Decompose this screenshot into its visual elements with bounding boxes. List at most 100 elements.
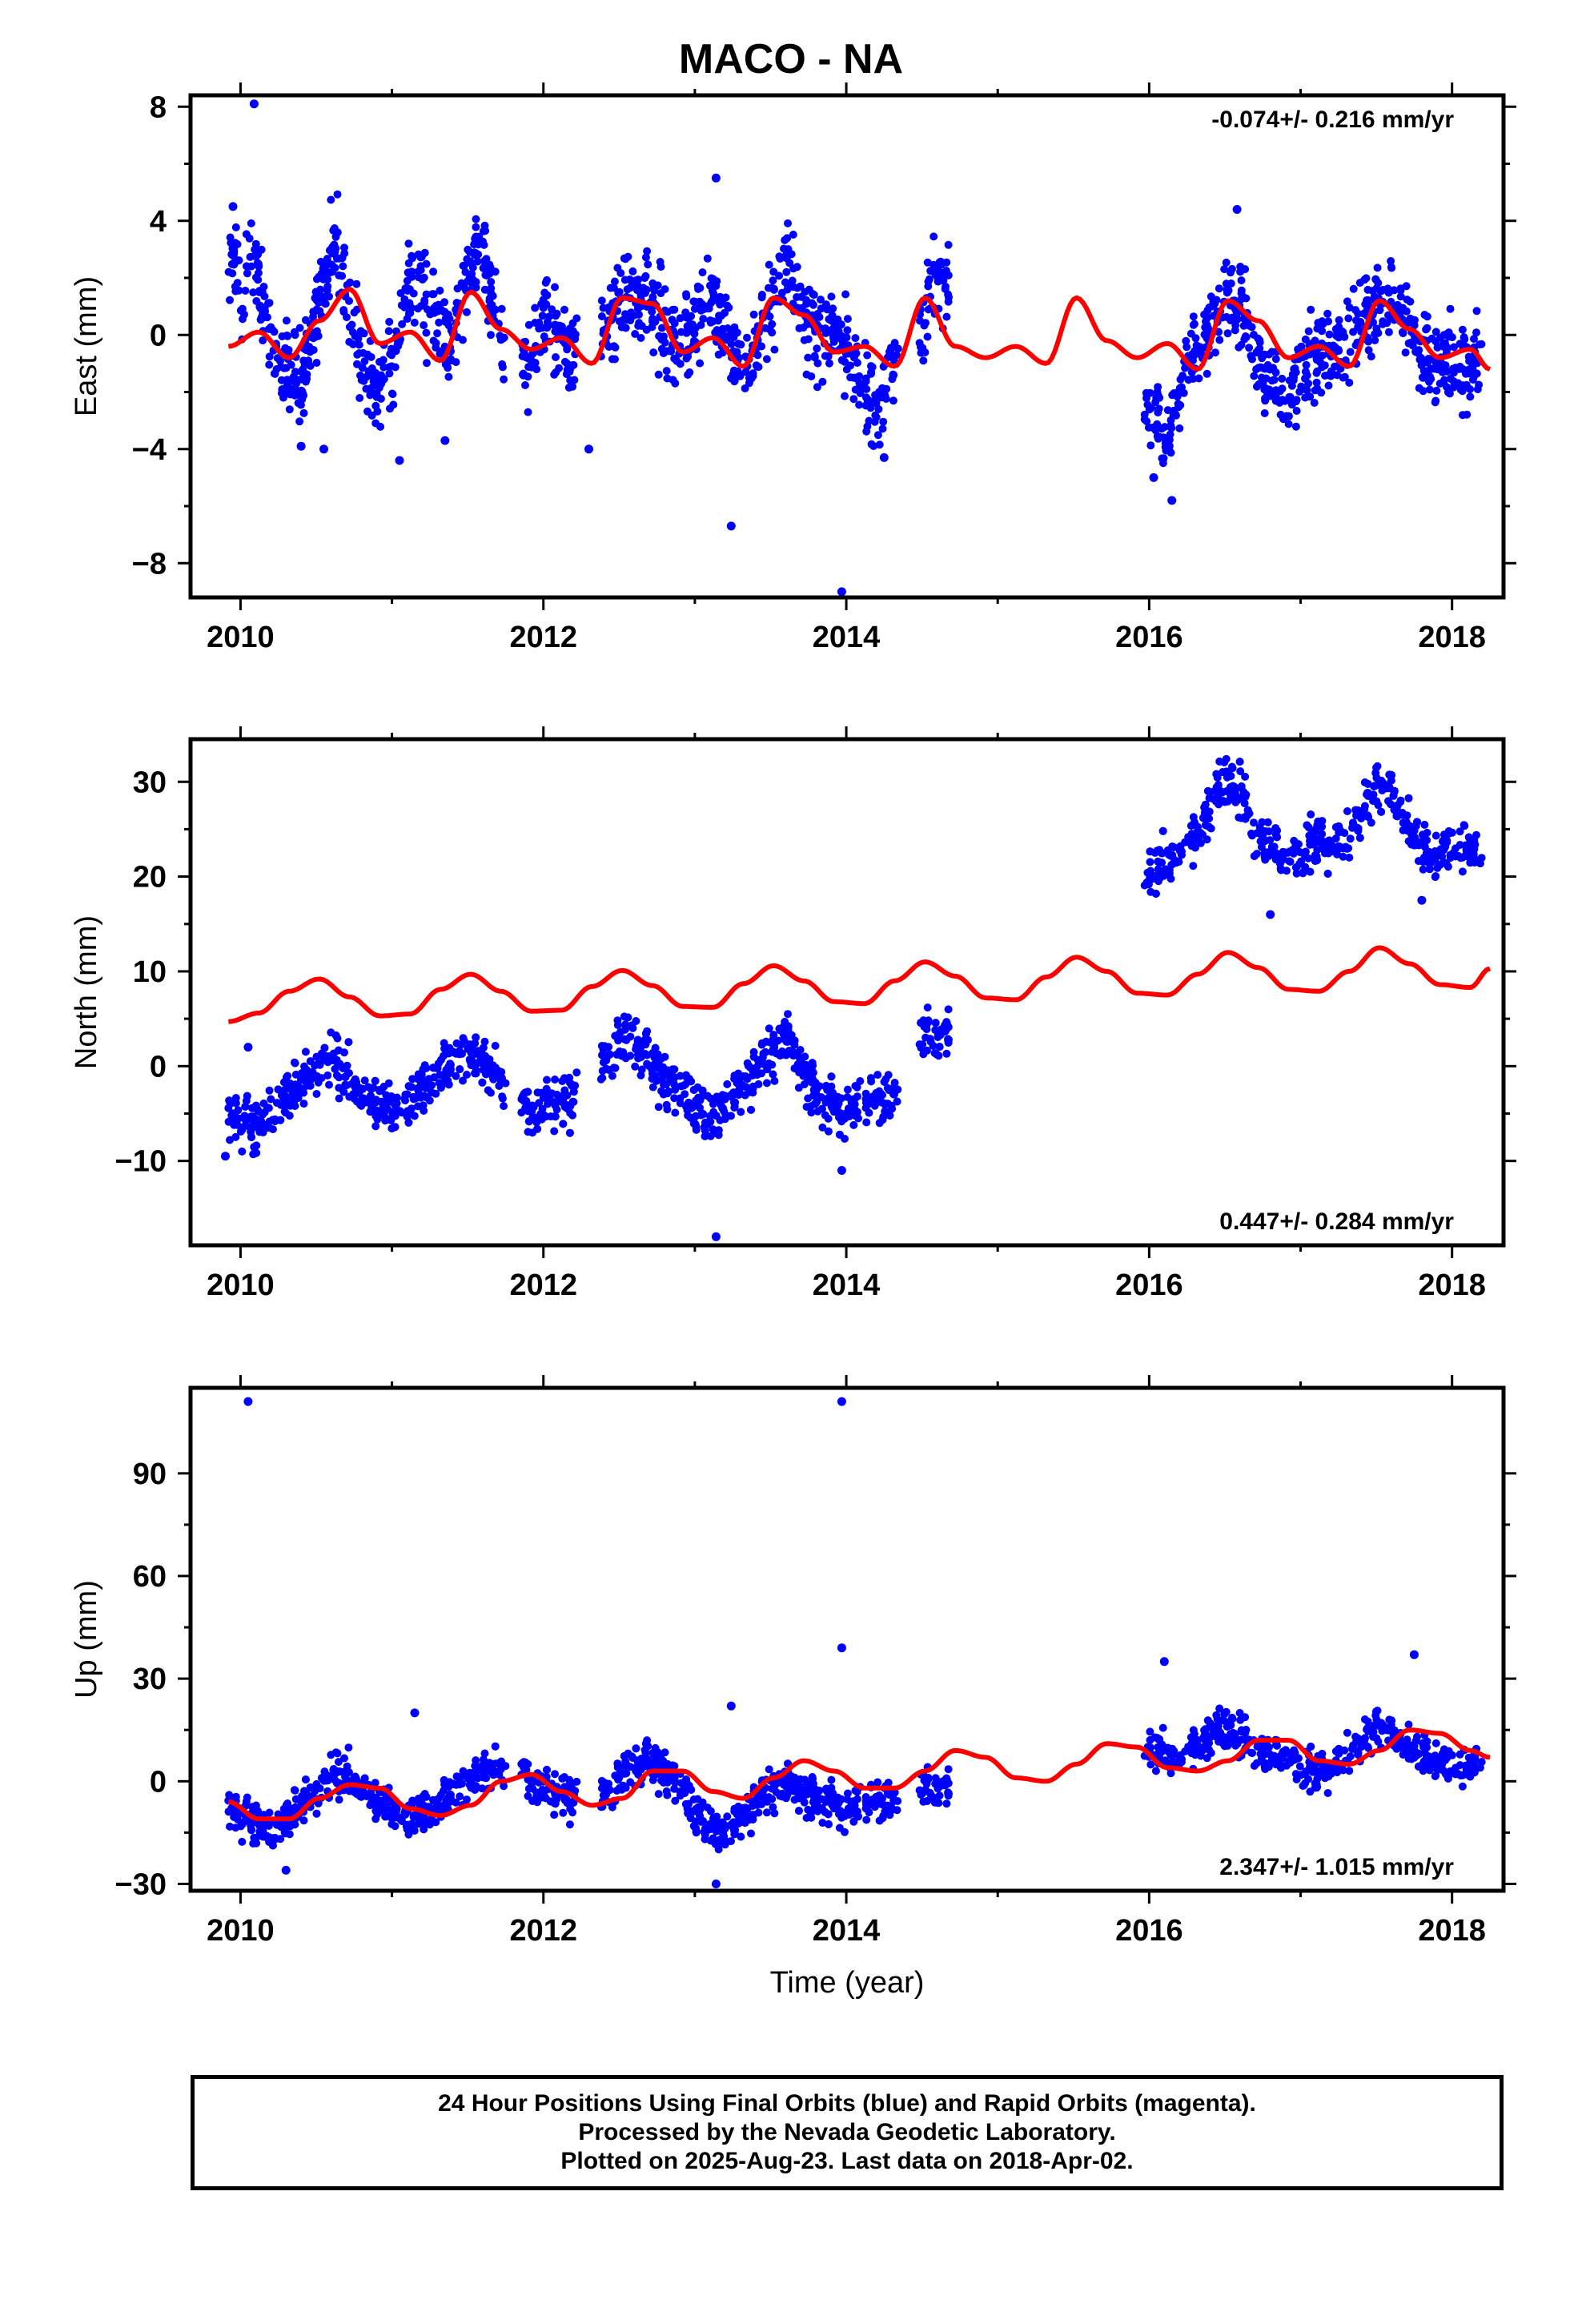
data-point: [829, 337, 838, 346]
data-point: [781, 235, 789, 244]
data-point: [414, 1102, 422, 1111]
data-point: [1223, 288, 1231, 297]
data-point: [1263, 388, 1271, 397]
data-point: [543, 1076, 551, 1084]
data-point: [285, 1112, 294, 1120]
data-point: [560, 1074, 568, 1083]
data-point: [459, 1076, 467, 1085]
data-point: [478, 1784, 487, 1793]
data-point: [696, 283, 705, 292]
data-point: [651, 1743, 660, 1752]
data-point: [926, 1035, 934, 1043]
data-point: [1158, 1723, 1167, 1732]
data-point: [386, 404, 394, 413]
data-point: [1181, 364, 1190, 372]
data-point: [734, 340, 743, 348]
data-point: [781, 1051, 790, 1059]
data-point: [795, 1053, 804, 1062]
outlier-point: [584, 444, 593, 454]
data-point: [1373, 762, 1382, 770]
data-point: [1189, 862, 1198, 870]
data-point: [649, 348, 658, 357]
data-point: [1460, 852, 1469, 861]
data-point: [867, 368, 876, 376]
data-point: [1243, 318, 1252, 327]
outlier-point: [726, 521, 736, 531]
data-point: [243, 1092, 251, 1100]
outlier-point: [711, 1232, 721, 1241]
data-point: [1306, 1787, 1315, 1796]
data-point: [1174, 858, 1183, 866]
data-point: [247, 1128, 255, 1136]
data-point: [697, 306, 705, 315]
data-point: [290, 372, 298, 381]
data-point: [1154, 434, 1162, 443]
data-point: [1398, 809, 1407, 817]
data-point: [1240, 799, 1249, 808]
data-point: [477, 237, 486, 246]
data-point: [934, 274, 942, 282]
data-point: [699, 1110, 708, 1119]
data-point: [932, 1050, 941, 1059]
data-point: [427, 1088, 436, 1097]
data-point: [298, 1069, 306, 1078]
data-point: [683, 1106, 692, 1115]
data-point: [444, 372, 453, 381]
data-point: [1466, 858, 1475, 867]
outlier-point: [1266, 910, 1275, 919]
data-point: [287, 360, 295, 369]
data-point: [333, 190, 342, 199]
outlier-point: [440, 436, 450, 445]
data-point: [861, 1095, 870, 1104]
data-point: [596, 1075, 605, 1084]
data-point: [1190, 320, 1199, 328]
data-point: [1253, 829, 1262, 838]
data-point: [1396, 284, 1405, 293]
data-point: [297, 1088, 306, 1096]
data-point: [1339, 852, 1347, 861]
data-point: [785, 259, 794, 267]
data-point: [498, 363, 507, 372]
data-point: [1431, 831, 1440, 840]
data-point: [837, 1117, 846, 1126]
data-point: [559, 1808, 568, 1817]
data-point: [835, 1130, 844, 1139]
data-point: [226, 1822, 234, 1831]
x-tick-label: 2016: [1115, 1269, 1183, 1302]
data-point: [1462, 380, 1471, 389]
data-point: [524, 408, 532, 416]
data-point: [352, 1078, 360, 1087]
data-point: [440, 298, 449, 307]
data-point: [267, 1095, 275, 1104]
data-point: [1222, 258, 1231, 267]
model-curve: [227, 287, 1492, 372]
data-point: [1241, 814, 1250, 823]
outlier-point: [249, 99, 259, 109]
data-point: [869, 442, 878, 450]
data-point: [565, 1128, 574, 1137]
data-point: [799, 324, 808, 332]
data-point: [1220, 265, 1229, 274]
data-point: [271, 369, 279, 378]
data-point: [370, 1096, 379, 1104]
data-point: [1423, 324, 1431, 332]
data-point: [612, 1050, 621, 1059]
data-point: [224, 267, 233, 276]
data-point: [1154, 408, 1162, 417]
data-point: [709, 289, 718, 298]
data-point: [1387, 257, 1395, 265]
data-point: [391, 347, 400, 356]
data-point: [836, 1108, 845, 1117]
data-point: [676, 314, 685, 323]
data-point: [521, 1104, 530, 1112]
data-point: [548, 305, 556, 314]
data-point: [456, 1065, 464, 1074]
data-point: [1327, 844, 1335, 853]
data-point: [1363, 779, 1372, 788]
data-point: [1241, 332, 1250, 340]
data-point: [227, 250, 236, 259]
data-point: [944, 1036, 953, 1045]
data-point: [878, 424, 887, 433]
